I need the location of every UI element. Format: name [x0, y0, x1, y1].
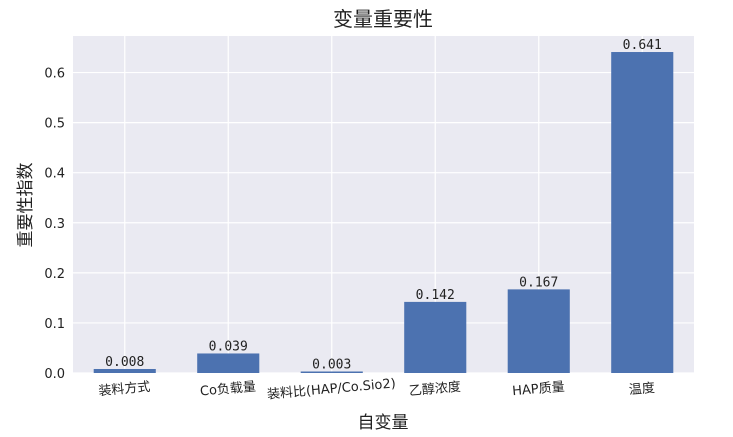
bar-value-label: 0.008 — [105, 355, 144, 370]
y-axis-label: 重要性指数 — [16, 163, 36, 248]
x-tick-label: HAP质量 — [512, 380, 566, 400]
y-tick-label: 0.5 — [44, 117, 65, 132]
bar-value-label: 0.641 — [623, 38, 662, 53]
x-tick-label: 乙醇浓度 — [408, 379, 461, 399]
x-tick-label: Co负载量 — [199, 380, 256, 400]
bar — [197, 353, 260, 373]
plot-area — [73, 36, 694, 373]
bar-value-label: 0.142 — [416, 288, 455, 303]
y-tick-label: 0.6 — [44, 67, 65, 82]
bar-value-label: 0.039 — [209, 339, 248, 354]
bars — [93, 52, 674, 373]
y-tick-label: 0.4 — [44, 167, 65, 182]
bar — [404, 301, 467, 373]
chart-title: 变量重要性 — [333, 7, 433, 31]
bar — [507, 289, 570, 373]
y-tick-label: 0.2 — [44, 267, 65, 282]
y-ticks: 0.0 0.1 0.2 0.3 0.4 0.5 0.6 — [44, 67, 65, 382]
bar-value-label: 0.167 — [519, 275, 558, 290]
bar — [611, 52, 674, 373]
x-tick-label: 装料方式 — [98, 379, 151, 399]
data-labels: 0.008 0.039 0.003 0.142 0.167 0.641 — [105, 38, 662, 372]
bar — [93, 368, 156, 373]
y-tick-label: 0.3 — [44, 217, 65, 232]
y-tick-label: 0.1 — [44, 317, 65, 332]
x-ticks: 装料方式 Co负载量 装料比(HAP/Co.Sio2) 乙醇浓度 HAP质量 温度 — [98, 376, 656, 402]
bar — [300, 371, 363, 373]
x-tick-label: 温度 — [628, 380, 655, 398]
bar-value-label: 0.003 — [312, 357, 351, 372]
x-tick-label: 装料比(HAP/Co.Sio2) — [267, 376, 397, 402]
x-axis-label: 自变量 — [358, 413, 409, 433]
y-tick-label: 0.0 — [44, 367, 65, 382]
